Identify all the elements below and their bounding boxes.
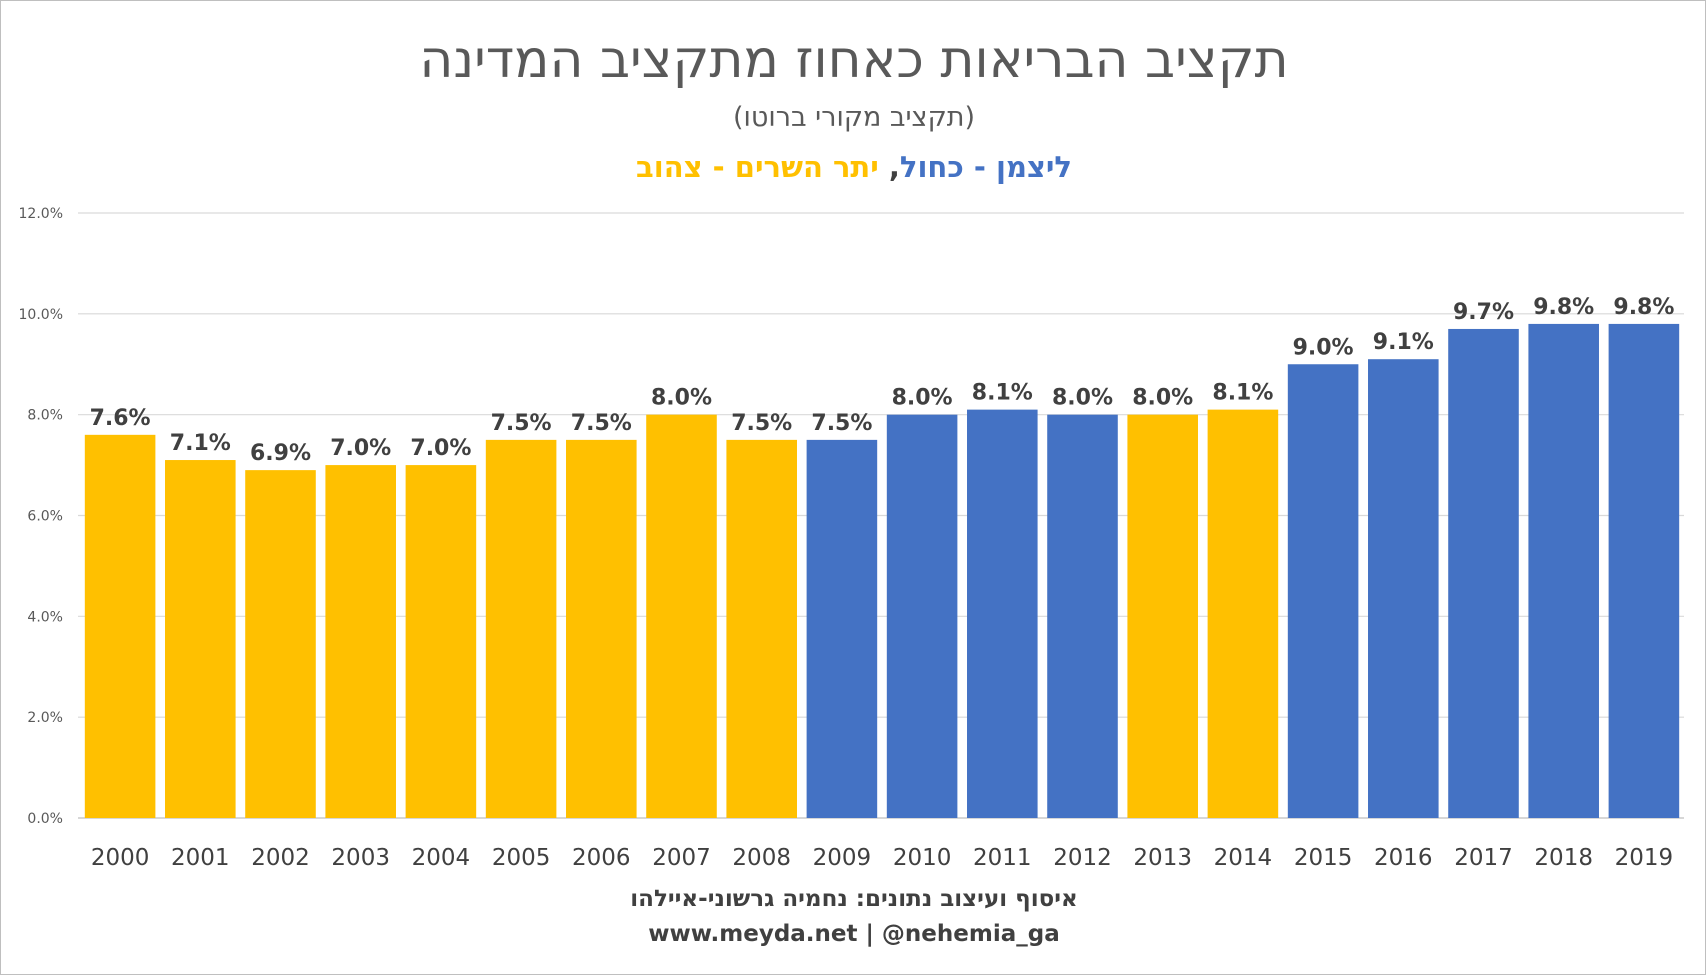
bar-2002 [245,470,316,818]
x-tick-label: 2007 [652,845,711,871]
x-tick-label: 2006 [572,845,631,871]
x-tick-label: 2003 [331,845,390,871]
y-tick-label: 6.0% [27,509,63,525]
x-tick-label: 2000 [91,845,150,871]
bar-2010 [886,414,958,818]
bar-2005 [485,439,557,818]
x-tick-label: 2014 [1214,845,1273,871]
x-tick-label: 2001 [171,845,230,871]
data-label: 8.0% [1132,386,1193,411]
credit-author: איסוף ועיצוב נתונים: נחמיה גרשוני-איילהו [630,886,1078,912]
y-tick-label: 12.0% [19,206,63,222]
chart-title: תקציב הבריאות כאחוז מתקציב המדינה [419,30,1289,90]
legend-yellow: יתר השרים - צהוב [636,150,879,184]
data-label: 7.6% [90,406,151,431]
x-tick-label: 2015 [1294,845,1353,871]
bar-2013 [1127,414,1198,818]
data-label: 8.1% [1212,381,1273,406]
x-tick-label: 2017 [1454,845,1513,871]
bar-2004 [405,465,477,818]
data-label: 9.7% [1453,300,1514,325]
bar-2012 [1047,414,1118,818]
x-tick-label: 2011 [973,845,1032,871]
x-tick-label: 2010 [893,845,952,871]
data-label: 8.1% [972,381,1033,406]
data-label: 7.0% [410,436,471,461]
data-label: 8.0% [1052,386,1113,411]
y-tick-label: 0.0% [27,811,63,827]
data-label: 7.5% [491,411,552,436]
y-tick-label: 10.0% [19,307,63,323]
x-tick-label: 2016 [1374,845,1433,871]
bar-2015 [1287,364,1359,818]
bar-2000 [84,434,156,818]
x-tick-label: 2008 [732,845,791,871]
data-label: 9.1% [1373,330,1434,355]
bar-2007 [646,414,717,818]
bar-2017 [1448,328,1519,818]
bar-2019 [1608,323,1680,818]
x-tick-label: 2019 [1615,845,1674,871]
legend-blue: ליצמן - כחול [899,150,1072,184]
data-label: 9.8% [1613,295,1674,320]
data-label: 7.5% [731,411,792,436]
bar-2003 [325,465,396,818]
x-tick-label: 2012 [1053,845,1112,871]
x-tick-label: 2004 [412,845,471,871]
data-label: 7.5% [571,411,632,436]
bar-2016 [1368,359,1439,818]
data-label: 8.0% [892,386,953,411]
bar-2008 [726,439,797,818]
bar-2018 [1528,323,1599,818]
x-tick-label: 2018 [1534,845,1593,871]
credit-links: www.meyda.net | @nehemia_ga [648,921,1060,947]
bar-2009 [806,439,878,818]
legend: ליצמן - כחול, יתר השרים - צהוב [0,150,1708,184]
data-label: 7.0% [330,436,391,461]
bar-2014 [1207,409,1279,818]
data-label: 9.8% [1533,295,1594,320]
bar-2001 [165,460,236,818]
chart-subtitle: (תקציב מקורי ברוטו) [733,102,975,133]
x-tick-label: 2009 [813,845,872,871]
legend-separator: , [878,150,900,184]
data-label: 9.0% [1293,335,1354,360]
y-tick-label: 4.0% [27,609,63,625]
y-tick-label: 8.0% [27,408,63,424]
data-label: 6.9% [250,441,311,466]
data-label: 8.0% [651,386,712,411]
bar-2011 [967,409,1038,818]
x-tick-label: 2002 [251,845,310,871]
x-tick-label: 2013 [1133,845,1192,871]
x-tick-label: 2005 [492,845,551,871]
data-label: 7.1% [170,431,231,456]
bar-2006 [566,439,637,818]
data-label: 7.5% [811,411,872,436]
y-tick-label: 2.0% [27,710,63,726]
